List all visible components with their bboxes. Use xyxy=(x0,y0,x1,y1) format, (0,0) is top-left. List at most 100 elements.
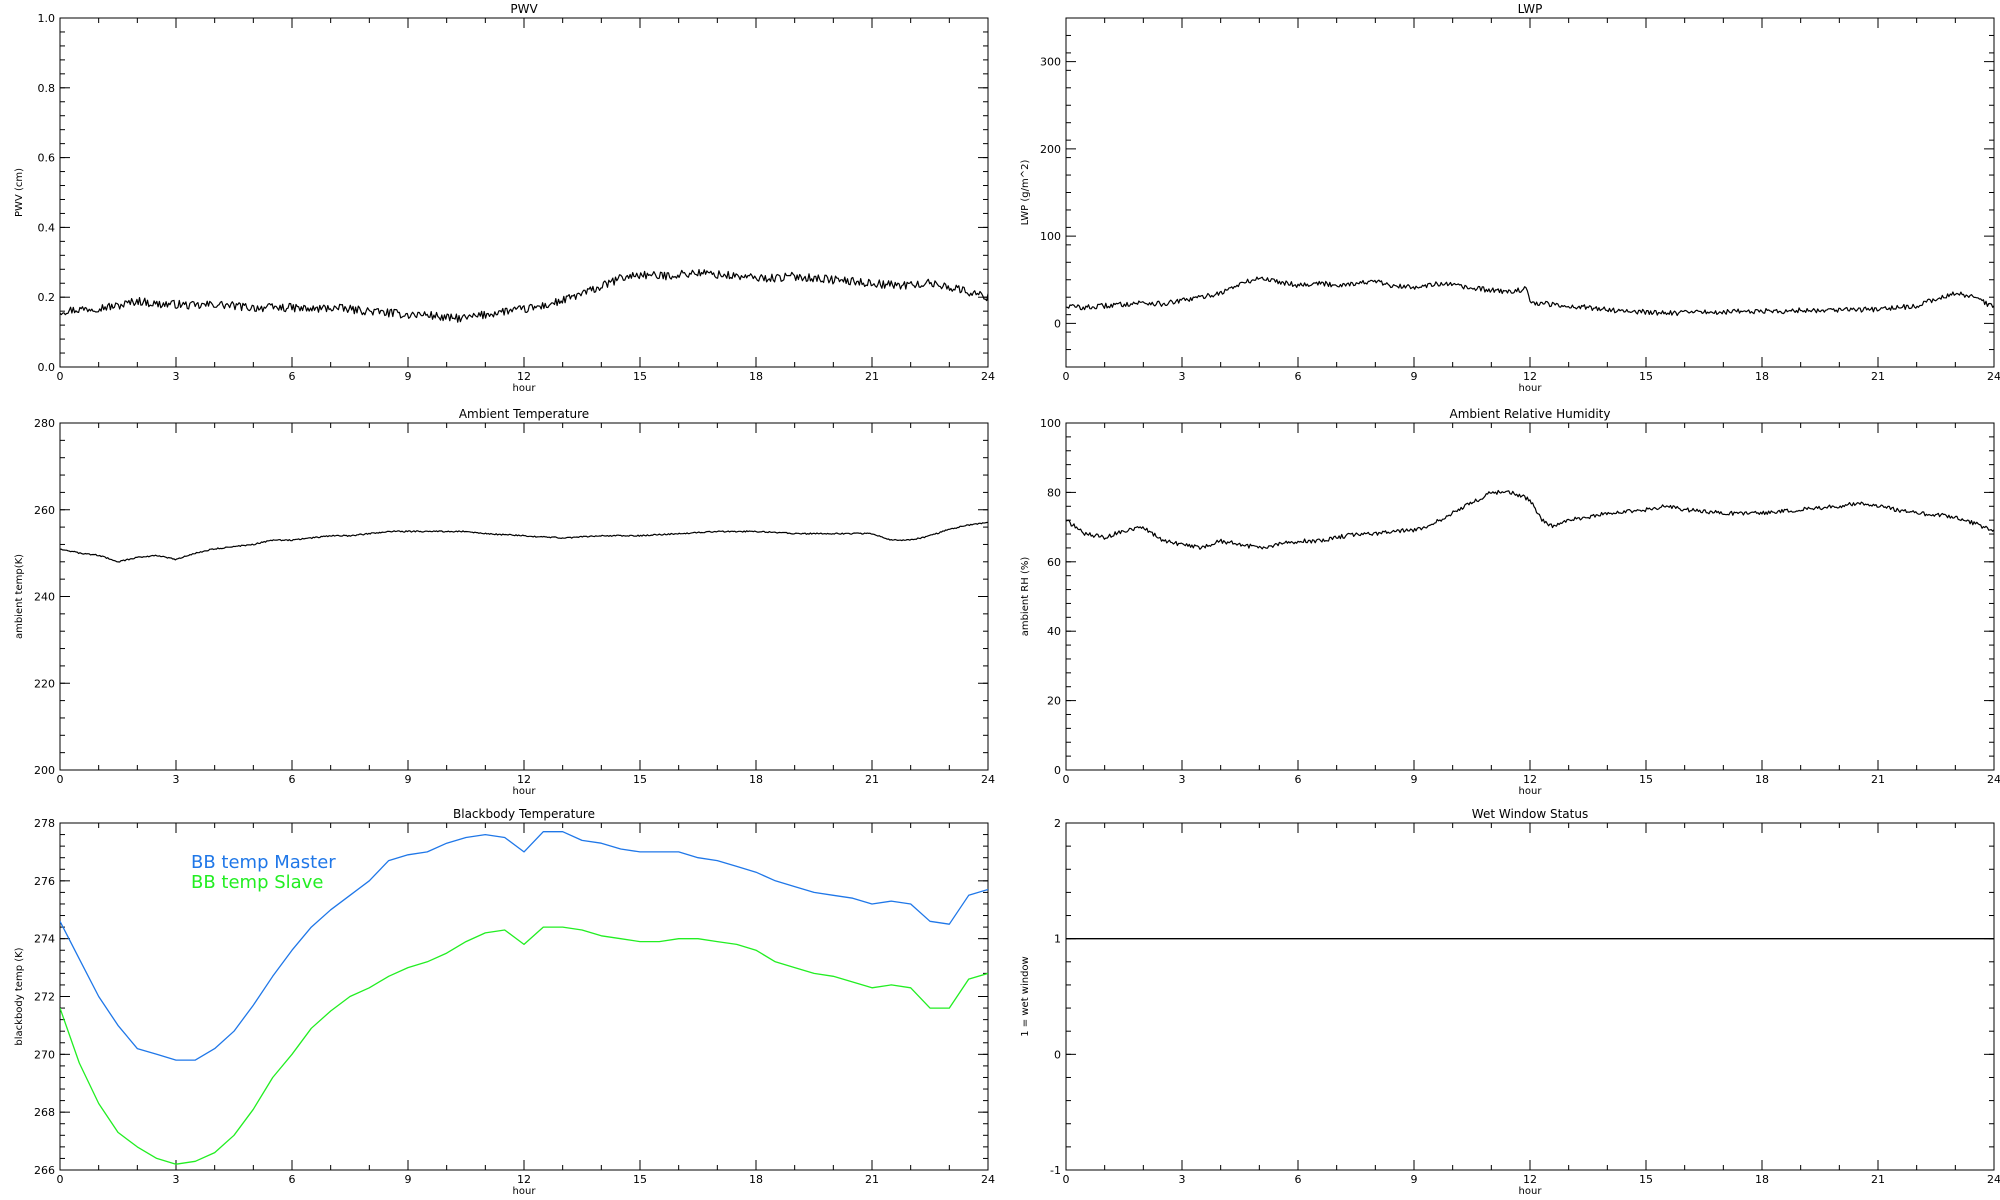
lwp-x-tick-label: 24 xyxy=(1987,370,2000,383)
lwp-x-tick-label: 12 xyxy=(1523,370,1537,383)
wet-window-status-y-tick-label: 1 xyxy=(1054,933,1061,946)
lwp-y-tick-label: 300 xyxy=(1040,56,1061,69)
pwv-x-tick-label: 15 xyxy=(633,370,647,383)
ambient-temperature-x-tick-label: 18 xyxy=(749,773,763,786)
lwp-y-tick-label: 200 xyxy=(1040,143,1061,156)
lwp-y-tick-label: 0 xyxy=(1054,317,1061,330)
pwv-plot-frame xyxy=(59,17,989,368)
pwv-panel: PWV 0 3 6 9 12 15 18 21 24 0.0 0.2 0.4 0.6 0.8 1.0 hour P… xyxy=(14,2,995,394)
ambient-relative-humidity-x-tick-label: 9 xyxy=(1411,773,1418,786)
lwp-x-tick-label: 9 xyxy=(1411,370,1418,383)
lwp-x-tick-label: 3 xyxy=(1179,370,1186,383)
wet-window-status-x-tick-label: 9 xyxy=(1411,1173,1418,1186)
blackbody-temperature-x-tick-label: 6 xyxy=(289,1173,296,1186)
lwp-plot-frame xyxy=(1065,17,1995,368)
lwp-title: LWP xyxy=(1518,2,1543,16)
blackbody-temperature-x-tick-label: 15 xyxy=(633,1173,647,1186)
blackbody-temperature-y-tick-label: 268 xyxy=(34,1106,55,1119)
wet-window-status-x-tick-label: 18 xyxy=(1755,1173,1769,1186)
blackbody-temperature-title: Blackbody Temperature xyxy=(453,807,595,821)
pwv-x-axis-label: hour xyxy=(513,383,537,394)
blackbody-temperature-x-tick-label: 24 xyxy=(981,1173,995,1186)
ambient-temperature-x-tick-label: 0 xyxy=(57,773,64,786)
wet-window-status-y-tick-label: 2 xyxy=(1054,817,1061,830)
blackbody-temperature-x-tick-label: 21 xyxy=(865,1173,879,1186)
ambient-relative-humidity-x-axis-label: hour xyxy=(1519,786,1543,797)
blackbody-temperature-x-tick-label: 3 xyxy=(173,1173,180,1186)
wet-window-status-x-tick-label: 12 xyxy=(1523,1173,1537,1186)
blackbody-temperature-y-tick-label: 276 xyxy=(34,875,55,888)
ambient-temperature-y-tick-label: 260 xyxy=(34,504,55,517)
wet-window-status-y-axis-label: 1 = wet window xyxy=(1020,956,1031,1036)
ambient-temperature-y-axis-label: ambient temp(K) xyxy=(14,554,25,639)
pwv-x-tick-label: 21 xyxy=(865,370,879,383)
wet-window-status-y-tick-label: 0 xyxy=(1054,1048,1061,1061)
wet-window-status-x-axis-label: hour xyxy=(1519,1186,1543,1197)
ambient-relative-humidity-y-tick-label: 20 xyxy=(1047,695,1061,708)
lwp-x-tick-label: 0 xyxy=(1063,370,1070,383)
blackbody-temperature-x-axis-label: hour xyxy=(513,1186,537,1197)
pwv-x-tick-label: 18 xyxy=(749,370,763,383)
ambient-relative-humidity-y-axis-label: ambient RH (%) xyxy=(1020,557,1031,637)
lwp-x-axis-label: hour xyxy=(1519,383,1543,394)
ambient-temperature-x-tick-label: 6 xyxy=(289,773,296,786)
ambient-relative-humidity-y-tick-label: 100 xyxy=(1040,417,1061,430)
wet-window-status-x-tick-label: 24 xyxy=(1987,1173,2000,1186)
wet-window-status-plot-frame xyxy=(1065,822,1995,1171)
ambient-temperature-x-tick-label: 9 xyxy=(405,773,412,786)
ambient-temperature-y-tick-label: 200 xyxy=(34,764,55,777)
wet-window-status-y-tick-label: -1 xyxy=(1050,1164,1061,1177)
blackbody-temperature-x-tick-label: 0 xyxy=(57,1173,64,1186)
ambient-temperature-plot-frame xyxy=(59,422,989,771)
lwp-y-axis-label: LWP (g/m^2) xyxy=(1020,160,1031,226)
lwp-series-line-0 xyxy=(1066,276,1994,317)
ambient-relative-humidity-x-tick-label: 21 xyxy=(1871,773,1885,786)
blackbody-temperature-y-axis-label: blackbody temp (K) xyxy=(14,947,25,1045)
blackbody-temperature-y-tick-label: 278 xyxy=(34,817,55,830)
pwv-y-tick-label: 0.0 xyxy=(38,361,56,374)
pwv-title: PWV xyxy=(510,2,538,16)
ambient-relative-humidity-plot-frame xyxy=(1065,422,1995,771)
ambient-relative-humidity-y-tick-label: 0 xyxy=(1054,764,1061,777)
ambient-relative-humidity-x-tick-label: 12 xyxy=(1523,773,1537,786)
ambient-relative-humidity-x-tick-label: 24 xyxy=(1987,773,2000,786)
lwp-y-tick-label: 100 xyxy=(1040,230,1061,243)
ambient-relative-humidity-y-tick-label: 40 xyxy=(1047,625,1061,638)
ambient-temperature-y-tick-label: 240 xyxy=(34,591,55,604)
pwv-x-tick-label: 0 xyxy=(57,370,64,383)
ambient-relative-humidity-x-tick-label: 15 xyxy=(1639,773,1653,786)
pwv-x-tick-label: 12 xyxy=(517,370,531,383)
blackbody-temperature-x-tick-label: 12 xyxy=(517,1173,531,1186)
blackbody-temperature-y-tick-label: 266 xyxy=(34,1164,55,1177)
wet-window-status-title: Wet Window Status xyxy=(1472,807,1588,821)
lwp-panel: LWP 0 3 6 9 12 15 18 21 24 0 100 200 300 hour LWP (g/m^… xyxy=(1020,2,2000,394)
blackbody-temperature-y-tick-label: 274 xyxy=(34,933,55,946)
ambient-temperature-y-tick-label: 280 xyxy=(34,417,55,430)
pwv-y-tick-label: 0.8 xyxy=(38,82,56,95)
pwv-x-tick-label: 9 xyxy=(405,370,412,383)
ambient-temperature-x-tick-label: 12 xyxy=(517,773,531,786)
blackbody-temperature-y-tick-label: 270 xyxy=(34,1048,55,1061)
blackbody-temperature-legend-entry-0: BB temp Master xyxy=(191,852,336,873)
ambient-temperature-x-tick-label: 21 xyxy=(865,773,879,786)
pwv-series-line-0 xyxy=(60,269,988,323)
lwp-x-tick-label: 18 xyxy=(1755,370,1769,383)
wet-window-status-x-tick-label: 6 xyxy=(1295,1173,1302,1186)
pwv-y-tick-label: 0.2 xyxy=(38,291,56,304)
pwv-x-tick-label: 6 xyxy=(289,370,296,383)
lwp-x-tick-label: 21 xyxy=(1871,370,1885,383)
ambient-relative-humidity-x-tick-label: 0 xyxy=(1063,773,1070,786)
ambient-relative-humidity-panel: Ambient Relative Humidity 0 3 6 9 12 15 18 21 24 0… xyxy=(1020,407,2000,797)
wet-window-status-x-tick-label: 15 xyxy=(1639,1173,1653,1186)
pwv-x-tick-label: 3 xyxy=(173,370,180,383)
lwp-x-tick-label: 15 xyxy=(1639,370,1653,383)
ambient-relative-humidity-x-tick-label: 18 xyxy=(1755,773,1769,786)
blackbody-temperature-series-line-0 xyxy=(60,831,988,1061)
blackbody-temperature-panel: Blackbody Temperature 0 3 6 9 12 15 18 21 24 266 26… xyxy=(14,807,995,1197)
ambient-relative-humidity-title: Ambient Relative Humidity xyxy=(1450,407,1611,421)
blackbody-temperature-y-tick-label: 272 xyxy=(34,991,55,1004)
ambient-relative-humidity-x-tick-label: 3 xyxy=(1179,773,1186,786)
blackbody-temperature-x-tick-label: 9 xyxy=(405,1173,412,1186)
